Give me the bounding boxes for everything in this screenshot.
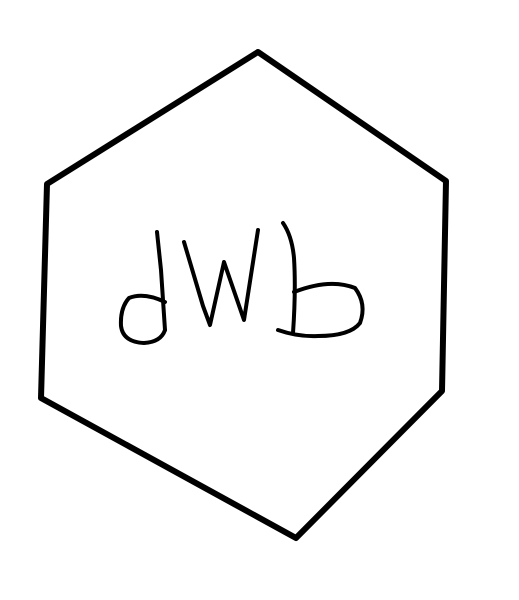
letter-w <box>182 228 260 327</box>
letter-b-stem <box>281 221 297 335</box>
letter-d-bowl <box>118 293 167 345</box>
letter-b-bowl <box>276 281 365 339</box>
hexagon-outline <box>38 49 449 541</box>
handwritten-text-dwb <box>118 221 365 345</box>
letter-d-stem <box>155 230 167 332</box>
